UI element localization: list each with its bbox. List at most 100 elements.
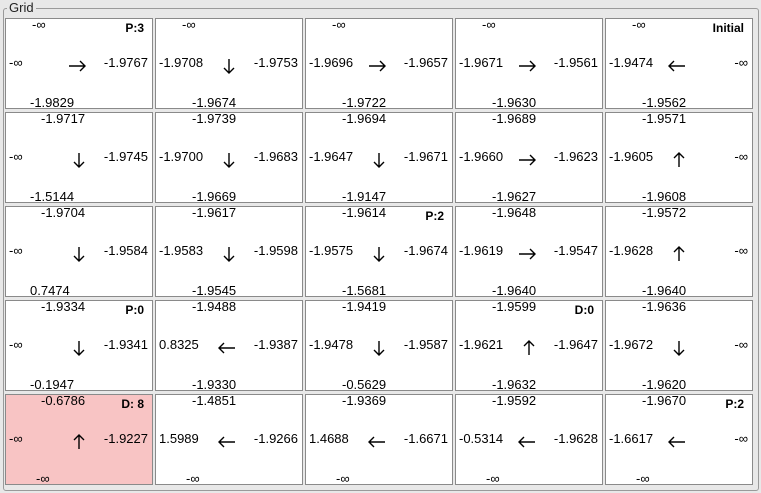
grid-cell-r3-c4[interactable]: -1.9636 -1.9672 -∞ -1.9620 xyxy=(605,299,753,392)
arrow-right-icon xyxy=(519,154,536,166)
cell-right-value: -1.9674 xyxy=(403,243,448,258)
cell-left-value: -∞ xyxy=(9,337,23,352)
cell-bottom-value: -∞ xyxy=(186,471,200,486)
grid-cell-r2-c3[interactable]: -1.9648 -1.9619 -1.9547 -1.9640 xyxy=(455,205,603,298)
grid-cell-r1-c3[interactable]: -1.9689 -1.9660 -1.9623 -1.9627 xyxy=(455,112,603,204)
grid-cell-r1-c1[interactable]: -1.9739 -1.9700 -1.9683 -1.9669 xyxy=(155,111,303,204)
cell-right-value: -∞ xyxy=(734,55,748,70)
arrow-down-icon xyxy=(373,341,385,356)
grid-cell-r4-c3[interactable]: -1.9592 -0.5314 -1.9628 -∞ xyxy=(455,394,603,486)
cell-top-value: -∞ xyxy=(332,17,346,32)
cell-right-value: -1.9623 xyxy=(553,149,598,164)
grid-cell-r0-c1[interactable]: -∞ -1.9708 -1.9753 -1.9674 xyxy=(155,18,303,110)
arrow-right-icon xyxy=(69,60,86,72)
arrow-left-icon xyxy=(218,436,235,448)
arrow-up-icon xyxy=(673,152,685,167)
grid-cell-r4-c0[interactable]: -0.6786 -∞ -1.9227 -∞ D: 8 xyxy=(5,393,153,486)
cell-top-value: -1.9334 xyxy=(41,299,86,314)
cell-bottom-value: -∞ xyxy=(636,471,650,486)
cell-tag-label: P:2 xyxy=(425,209,444,223)
grid-cell-r1-c0[interactable]: -1.9717 -∞ -1.9745 -1.5144 xyxy=(5,112,153,204)
cell-top-value: -1.9739 xyxy=(192,111,237,126)
cell-bottom-value: -∞ xyxy=(486,471,500,486)
cell-left-value: -1.9672 xyxy=(609,337,654,352)
cell-left-value: -0.5314 xyxy=(459,431,504,446)
cell-left-value: -1.9575 xyxy=(309,243,354,258)
cell-bottom-value: -1.9829 xyxy=(30,95,75,110)
grid-cell-r2-c2[interactable]: -1.9614 -1.9575 -1.9674 -1.5681 P:2 xyxy=(305,206,453,298)
cell-bottom-value: -∞ xyxy=(36,471,50,486)
cell-right-value: -∞ xyxy=(734,243,748,258)
cell-right-value: -1.9387 xyxy=(253,337,298,352)
cell-top-value: -1.9571 xyxy=(642,111,687,126)
cell-top-value: -1.9670 xyxy=(642,393,687,408)
grid-cell-r0-c0[interactable]: -∞ -∞ -1.9767 -1.9829 P:3 xyxy=(5,18,153,110)
cell-bottom-value: -1.9627 xyxy=(492,189,537,204)
cell-bottom-value: -1.9147 xyxy=(342,189,387,204)
grid-panel: -∞ -∞ -1.9767 -1.9829 P:3 -∞ -1.9708 -1.9753 -1.… xyxy=(5,18,758,488)
cell-left-value: -∞ xyxy=(9,149,23,164)
cell-left-value: -1.9474 xyxy=(609,55,654,70)
grid-cell-r3-c0[interactable]: -1.9334 -∞ -1.9341 -0.1947 P:0 xyxy=(5,299,153,392)
cell-bottom-value: -1.9608 xyxy=(642,189,687,204)
arrow-right-icon xyxy=(519,248,536,260)
arrow-up-icon xyxy=(673,246,685,261)
arrow-left-icon xyxy=(368,436,385,448)
grid-cell-r3-c3[interactable]: -1.9599 -1.9621 -1.9647 -1.9632 D:0 xyxy=(455,300,603,392)
cell-left-value: 1.4688 xyxy=(309,431,349,446)
grid-cell-r4-c4[interactable]: -1.9670 -1.6617 -∞ -∞ P:2 xyxy=(605,393,753,486)
arrow-up-icon xyxy=(523,340,535,355)
cell-top-value: -∞ xyxy=(482,17,496,32)
grid-cell-r0-c4[interactable]: -∞ -1.9474 -∞ -1.9562 Initial xyxy=(605,18,753,110)
cell-top-value: -1.9648 xyxy=(492,205,537,220)
cell-right-value: -1.9745 xyxy=(103,149,148,164)
grid-cell-r2-c0[interactable]: -1.9704 -∞ -1.9584 0.7474 xyxy=(5,206,153,298)
grid-cell-r0-c2[interactable]: -∞ -1.9696 -1.9657 -1.9722 xyxy=(305,17,453,110)
group-title: Grid xyxy=(7,0,36,15)
cell-right-value: -1.9547 xyxy=(553,243,598,258)
arrow-right-icon xyxy=(369,60,386,72)
cell-right-value: -∞ xyxy=(734,149,748,164)
arrow-down-icon xyxy=(73,247,85,262)
grid-cell-r0-c3[interactable]: -∞ -1.9671 -1.9561 -1.9630 xyxy=(455,17,603,110)
cell-left-value: -∞ xyxy=(9,243,23,258)
cell-tag-label: P:0 xyxy=(125,303,144,317)
grid-cell-r4-c1[interactable]: -1.4851 1.5989 -1.9266 -∞ xyxy=(155,394,303,486)
cell-right-value: -1.9628 xyxy=(553,431,598,446)
cell-top-value: -1.9572 xyxy=(642,205,687,220)
cell-bottom-value: -1.9722 xyxy=(342,95,387,110)
cell-top-value: -1.9488 xyxy=(192,299,237,314)
arrow-down-icon xyxy=(373,153,385,168)
cell-tag-label: Initial xyxy=(712,21,744,35)
cell-bottom-value: -∞ xyxy=(336,471,350,486)
grid-cell-r1-c4[interactable]: -1.9571 -1.9605 -∞ -1.9608 xyxy=(605,111,753,204)
cell-right-value: -1.9683 xyxy=(253,149,298,164)
cell-tag-label: P:3 xyxy=(125,21,144,35)
cell-left-value: -1.9700 xyxy=(159,149,204,164)
cell-tag-label: D:0 xyxy=(574,303,594,317)
cell-bottom-value: 0.7474 xyxy=(30,283,70,298)
cell-left-value: -1.9478 xyxy=(309,337,354,352)
grid-cell-r2-c4[interactable]: -1.9572 -1.9628 -∞ -1.9640 xyxy=(605,205,753,298)
grid-cell-r3-c1[interactable]: -1.9488 0.8325 -1.9387 -1.9330 xyxy=(155,299,303,392)
cell-left-value: -∞ xyxy=(9,431,23,446)
arrow-left-icon xyxy=(218,342,235,354)
grid-groupbox xyxy=(3,8,759,491)
grid-cell-r1-c2[interactable]: -1.9694 -1.9647 -1.9671 -1.9147 xyxy=(305,112,453,204)
cell-top-value: -1.9419 xyxy=(342,299,387,314)
arrow-right-icon xyxy=(519,60,536,72)
grid-cell-r4-c2[interactable]: -1.9369 1.4688 -1.6671 -∞ xyxy=(305,394,453,486)
cell-bottom-value: -1.9562 xyxy=(642,95,687,110)
cell-tag-label: P:2 xyxy=(725,397,744,411)
cell-right-value: -∞ xyxy=(734,431,748,446)
grid-cell-r3-c2[interactable]: -1.9419 -1.9478 -1.9587 -0.5629 xyxy=(305,299,453,392)
cell-bottom-value: -1.9640 xyxy=(492,283,537,298)
cell-right-value: -1.9561 xyxy=(553,55,598,70)
cell-top-value: -0.6786 xyxy=(41,393,86,408)
cell-bottom-value: -1.9630 xyxy=(492,95,537,110)
cell-left-value: -1.9708 xyxy=(159,55,204,70)
grid-cell-r2-c1[interactable]: -1.9617 -1.9583 -1.9598 -1.9545 xyxy=(155,206,303,298)
cell-bottom-value: -1.9330 xyxy=(192,377,237,392)
arrow-down-icon xyxy=(73,341,85,356)
cell-top-value: -1.9636 xyxy=(642,299,687,314)
